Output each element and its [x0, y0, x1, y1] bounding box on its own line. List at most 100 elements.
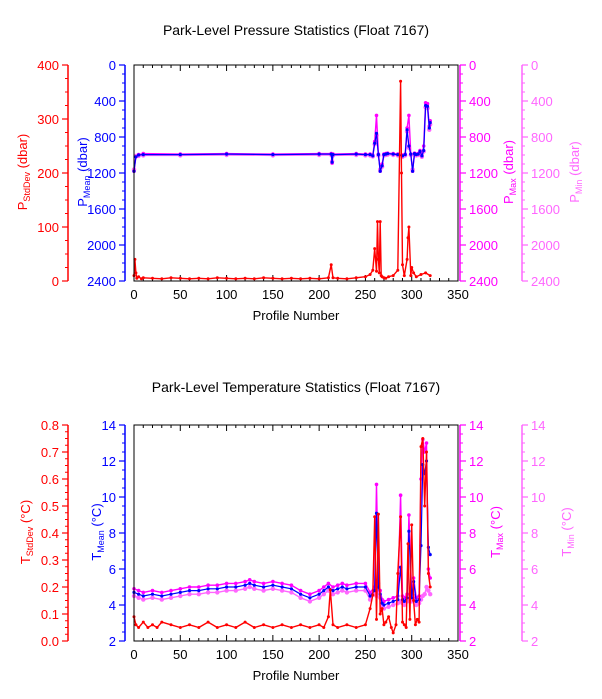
- data-point-max: [252, 579, 257, 584]
- stddev-tick-label: 0.2: [41, 580, 59, 595]
- data-point-stddev: [371, 593, 375, 597]
- max-tick-label: 8: [469, 526, 476, 541]
- mean-tick-label: 2: [109, 634, 116, 649]
- data-point-stddev: [326, 615, 330, 619]
- data-point-stddev: [410, 266, 414, 269]
- data-point-max: [234, 581, 238, 586]
- data-point-max: [206, 583, 210, 587]
- data-point-stddev: [178, 276, 182, 280]
- x-tick-label: 50: [173, 647, 187, 662]
- data-point-stddev: [402, 623, 406, 627]
- data-point-min: [136, 595, 141, 600]
- data-point-min: [224, 588, 229, 593]
- stddev-tick-label: 0.3: [41, 553, 59, 568]
- plot-frame: [133, 424, 459, 642]
- data-point-mean: [391, 599, 395, 604]
- x-axis-label: Profile Number: [253, 668, 340, 683]
- max-tick-label: 10: [469, 490, 483, 505]
- max-axis-label: TMax (°C): [488, 506, 505, 558]
- data-point-max: [224, 581, 229, 586]
- max-tick-label: 1600: [469, 202, 498, 217]
- data-point-stddev: [160, 277, 164, 281]
- data-point-stddev: [160, 620, 164, 624]
- data-point-max: [308, 592, 312, 596]
- data-point-mean: [340, 585, 344, 589]
- data-point-mean: [378, 169, 382, 173]
- data-point-stddev: [134, 623, 138, 627]
- data-point-stddev: [376, 220, 379, 224]
- data-point-stddev: [378, 220, 382, 224]
- data-point-stddev: [262, 276, 266, 280]
- data-point-min: [426, 588, 431, 593]
- data-point-mean: [425, 104, 430, 108]
- data-point-max: [335, 583, 340, 587]
- data-point-min: [252, 586, 257, 591]
- data-point-max: [398, 493, 403, 498]
- mean-tick-label: 6: [109, 562, 116, 577]
- data-point-mean: [331, 153, 335, 157]
- x-tick-label: 250: [355, 287, 377, 302]
- data-point-stddev: [402, 274, 406, 278]
- data-point-max: [197, 585, 201, 589]
- data-point-stddev: [252, 277, 256, 281]
- data-point-mean: [368, 594, 372, 598]
- min-tick-label: 2000: [531, 238, 560, 253]
- data-point-mean: [178, 153, 182, 157]
- data-point-stddev: [377, 271, 381, 275]
- mean-tick-label: 4: [109, 598, 116, 613]
- data-point-max: [178, 587, 183, 591]
- data-point-stddev: [417, 620, 421, 624]
- data-point-stddev: [413, 623, 417, 627]
- data-point-mean: [317, 592, 321, 596]
- data-point-stddev: [376, 512, 380, 516]
- data-point-stddev: [409, 274, 413, 278]
- data-point-stddev: [419, 445, 423, 449]
- max-axis-label: PMax (dbar): [501, 140, 518, 204]
- data-point-mean: [363, 153, 367, 157]
- stddev-axis-label: TStdDev (°C): [18, 500, 35, 564]
- data-point-stddev: [243, 620, 247, 624]
- data-point-stddev: [271, 276, 275, 280]
- data-point-min: [428, 592, 433, 597]
- data-point-min: [391, 602, 396, 608]
- data-point-stddev: [345, 623, 349, 627]
- data-point-stddev: [289, 276, 293, 280]
- data-point-stddev: [317, 623, 321, 627]
- stddev-axis-label: PStdDev (dbar): [15, 134, 32, 210]
- data-point-min: [168, 595, 174, 600]
- min-axis-label: TMin (°C): [559, 507, 576, 556]
- stddev-tick-label: 0.6: [41, 472, 59, 487]
- x-tick-label: 350: [447, 647, 469, 662]
- data-point-stddev: [387, 615, 391, 619]
- data-point-max: [261, 581, 266, 586]
- min-tick-label: 400: [531, 94, 553, 109]
- data-point-mean: [262, 585, 266, 589]
- stddev-axis: 0 100 200 300 400: [37, 58, 69, 289]
- data-point-max: [363, 581, 368, 586]
- data-point-stddev: [137, 275, 141, 279]
- data-point-stddev: [412, 271, 416, 275]
- data-point-stddev: [428, 274, 432, 278]
- data-point-stddev: [373, 247, 377, 251]
- mean-tick-label: 1600: [87, 202, 116, 217]
- data-point-stddev: [384, 276, 388, 280]
- series-line-stddev: [133, 437, 431, 634]
- data-point-mean: [137, 153, 141, 157]
- data-point-stddev: [243, 276, 247, 280]
- data-point-min: [321, 592, 326, 597]
- data-point-stddev: [426, 572, 430, 575]
- data-point-min: [215, 590, 220, 595]
- data-point-mean: [373, 141, 377, 145]
- mean-tick-label: 12: [102, 454, 116, 469]
- data-point-mean: [374, 131, 379, 135]
- data-point-mean: [405, 128, 409, 132]
- min-tick-label: 14: [531, 418, 545, 433]
- data-point-stddev: [331, 623, 335, 627]
- data-point-mean: [271, 153, 275, 157]
- min-axis: 2400 2000 1600 1200 800 400 0: [521, 58, 560, 289]
- data-point-min: [178, 593, 183, 599]
- stddev-axis: 0.0 0.1 0.2 0.3 0.4 0.5 0.6 0.7 0.8: [41, 418, 69, 649]
- plot-series: [131, 437, 433, 635]
- data-point-mean: [137, 592, 141, 596]
- max-tick-label: 4: [469, 598, 476, 613]
